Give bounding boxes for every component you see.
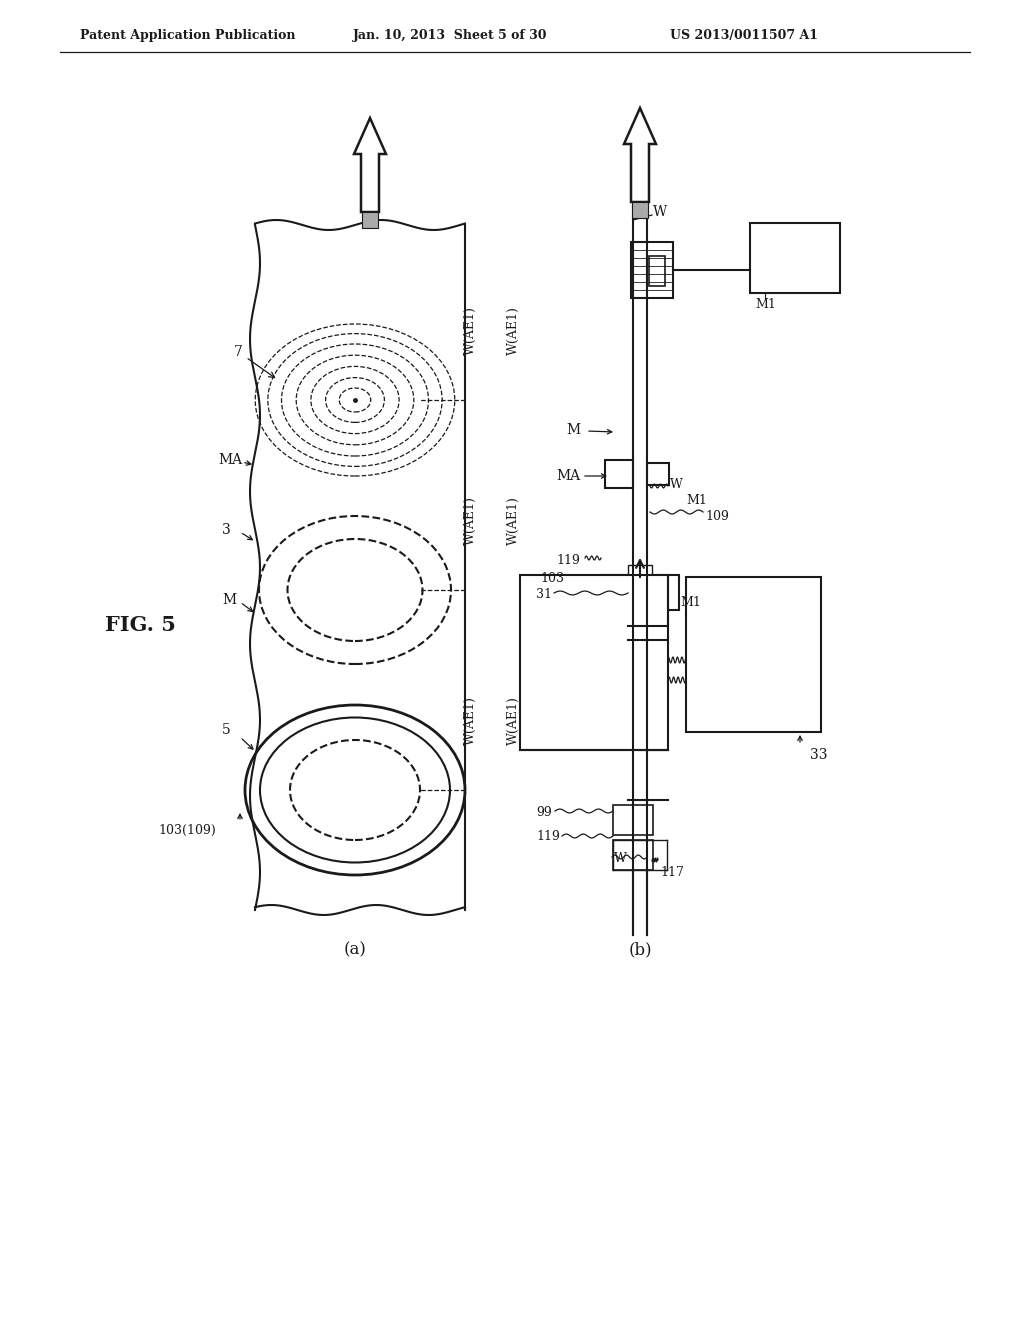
Text: M1: M1: [680, 595, 700, 609]
Text: W(AE1): W(AE1): [507, 696, 519, 744]
Text: M1: M1: [755, 298, 776, 312]
Text: 33: 33: [810, 748, 827, 762]
Text: W(AE1): W(AE1): [464, 306, 476, 355]
Text: 103(109): 103(109): [158, 824, 216, 837]
Polygon shape: [624, 108, 656, 202]
Text: MA: MA: [556, 469, 581, 483]
Bar: [647, 463, 669, 484]
Polygon shape: [354, 117, 386, 213]
Text: 5: 5: [222, 723, 230, 737]
Text: 7: 7: [234, 345, 274, 378]
Text: M: M: [566, 422, 581, 437]
Text: FIG. 5: FIG. 5: [105, 615, 176, 635]
Text: W(AE1): W(AE1): [464, 496, 476, 545]
Bar: [647, 576, 679, 610]
Text: MA: MA: [218, 453, 242, 467]
Text: 119: 119: [556, 553, 580, 566]
Text: Jan. 10, 2013  Sheet 5 of 30: Jan. 10, 2013 Sheet 5 of 30: [353, 29, 548, 41]
Text: Patent Application Publication: Patent Application Publication: [80, 29, 296, 41]
Text: (b): (b): [628, 941, 652, 958]
Text: M: M: [222, 593, 237, 607]
Bar: [613, 840, 653, 870]
Text: W: W: [614, 851, 627, 865]
Bar: [628, 565, 652, 576]
Bar: [605, 459, 633, 488]
Text: W(AE1): W(AE1): [464, 696, 476, 744]
Text: W(AE1): W(AE1): [507, 306, 519, 355]
Text: 109: 109: [705, 510, 729, 523]
Text: W(AE1): W(AE1): [507, 496, 519, 545]
Bar: [628, 609, 652, 618]
Bar: [686, 577, 821, 733]
Bar: [632, 202, 648, 218]
Text: 103: 103: [540, 572, 564, 585]
Text: W: W: [653, 205, 668, 219]
Text: 99: 99: [536, 805, 552, 818]
Text: 31: 31: [536, 587, 552, 601]
Bar: [520, 576, 668, 750]
Text: W: W: [670, 478, 683, 491]
Text: 119: 119: [536, 829, 560, 842]
Bar: [601, 576, 633, 610]
Text: (a): (a): [344, 941, 367, 958]
Bar: [362, 213, 378, 228]
Bar: [750, 223, 840, 293]
Text: 117: 117: [660, 866, 684, 879]
Bar: [649, 256, 665, 286]
Bar: [631, 242, 673, 298]
Text: US 2013/0011507 A1: US 2013/0011507 A1: [670, 29, 818, 41]
Bar: [613, 805, 653, 836]
Text: M1: M1: [686, 494, 707, 507]
Text: 3: 3: [222, 523, 230, 537]
